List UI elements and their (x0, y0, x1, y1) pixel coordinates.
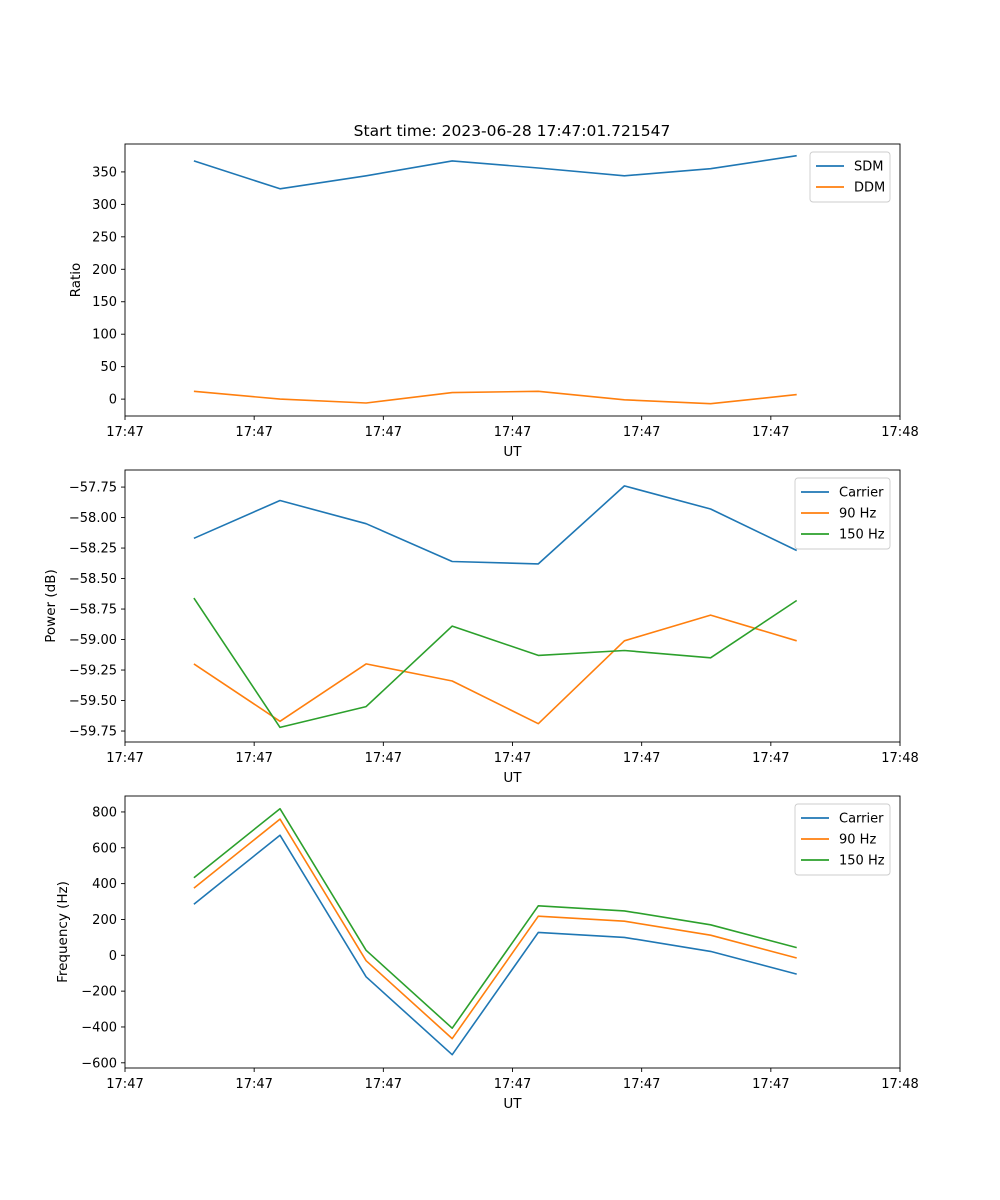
y-tick-label: −59.50 (69, 694, 117, 709)
y-tick-label: 200 (92, 263, 117, 278)
x-tick-label: 17:48 (881, 425, 918, 440)
x-tick-label: 17:47 (494, 751, 531, 766)
x-tick-label: 17:47 (494, 425, 531, 440)
x-tick-label: 17:47 (623, 1077, 660, 1092)
legend-frame (794, 477, 891, 550)
legend-label: 90 Hz (839, 833, 876, 848)
y-tick-label: 350 (92, 165, 117, 180)
y-tick-label: −600 (81, 1056, 117, 1071)
legend-frame (794, 803, 891, 876)
y-tick-label: −58.25 (69, 542, 117, 557)
x-tick-label: 17:47 (235, 425, 272, 440)
x-tick-label: 17:47 (623, 425, 660, 440)
y-tick-label: 0 (109, 393, 117, 408)
x-tick-label: 17:47 (752, 751, 789, 766)
series-line-150-hz (193, 807, 797, 1029)
legend-label: 90 Hz (839, 507, 876, 522)
y-tick-label: 50 (100, 360, 117, 375)
legend-label: 150 Hz (839, 528, 885, 543)
y-tick-label: −58.00 (69, 511, 117, 526)
x-tick-label: 17:47 (365, 751, 402, 766)
y-tick-label: −58.50 (69, 572, 117, 587)
y-tick-label: 200 (92, 913, 117, 928)
figure-title: Start time: 2023-06-28 17:47:01.721547 (354, 122, 671, 140)
y-axis-label: Power (dB) (43, 569, 59, 642)
x-tick-label: 17:47 (106, 1077, 143, 1092)
subplots: 17:47 17:47 17:47 17:47 17:47 17:47 17:48 0 50 10… (43, 143, 919, 1112)
x-axis-label: UT (503, 444, 522, 460)
x-axis-label: UT (503, 1096, 522, 1112)
y-tick-label: −59.25 (69, 664, 117, 679)
y-tick-label: 800 (92, 805, 117, 820)
x-tick-label: 17:47 (365, 1077, 402, 1092)
y-tick-label: −58.75 (69, 603, 117, 618)
x-tick-label: 17:47 (752, 1077, 789, 1092)
x-tick-label: 17:47 (494, 1077, 531, 1092)
legend-label: 150 Hz (839, 854, 885, 869)
y-tick-label: 300 (92, 198, 117, 213)
y-tick-label: 400 (92, 877, 117, 892)
subplot-1: 17:47 17:47 17:47 17:47 17:47 17:47 17:48 0 50 10… (68, 143, 919, 460)
legend: Carrier 90 Hz 150 Hz (794, 477, 891, 550)
y-axis-label: Ratio (68, 263, 84, 298)
y-tick-label: 0 (109, 949, 117, 964)
x-axis-label: UT (503, 770, 522, 786)
series-line-carrier (193, 834, 797, 1056)
subplot-3: 17:47 17:47 17:47 17:47 17:47 17:47 17:48 −600 −… (55, 795, 919, 1112)
legend: Carrier 90 Hz 150 Hz (794, 803, 891, 876)
x-tick-label: 17:48 (881, 1077, 918, 1092)
series-line-90-hz (193, 614, 797, 725)
series-line-carrier (193, 485, 798, 565)
x-tick-label: 17:47 (106, 425, 143, 440)
series-line-ddm (193, 390, 797, 405)
legend-label: Carrier (839, 812, 884, 827)
subplot-2: 17:47 17:47 17:47 17:47 17:47 17:47 17:48 −59.7… (43, 469, 919, 786)
y-tick-label: 100 (92, 328, 117, 343)
series-line-150-hz (193, 597, 798, 729)
y-tick-label: 150 (92, 295, 117, 310)
y-tick-label: −200 (81, 985, 117, 1000)
x-tick-label: 17:47 (365, 425, 402, 440)
x-tick-label: 17:47 (235, 1077, 272, 1092)
y-tick-label: 250 (92, 230, 117, 245)
x-tick-label: 17:47 (106, 751, 143, 766)
y-tick-label: −400 (81, 1020, 117, 1035)
x-tick-label: 17:47 (623, 751, 660, 766)
y-tick-label: −59.00 (69, 633, 117, 648)
legend-label: Carrier (839, 486, 884, 501)
series-line-sdm (193, 154, 797, 190)
legend-label: SDM (854, 160, 883, 175)
y-tick-label: −59.75 (69, 725, 117, 740)
y-axis-label: Frequency (Hz) (55, 881, 71, 983)
y-tick-label: −57.75 (69, 481, 117, 496)
x-tick-label: 17:47 (752, 425, 789, 440)
x-tick-label: 17:48 (881, 751, 918, 766)
x-tick-label: 17:47 (235, 751, 272, 766)
legend-label: DDM (854, 181, 885, 196)
legend-frame (809, 151, 891, 203)
y-tick-label: 600 (92, 841, 117, 856)
legend: SDM DDM (809, 151, 891, 203)
series-line-90-hz (193, 818, 797, 1040)
